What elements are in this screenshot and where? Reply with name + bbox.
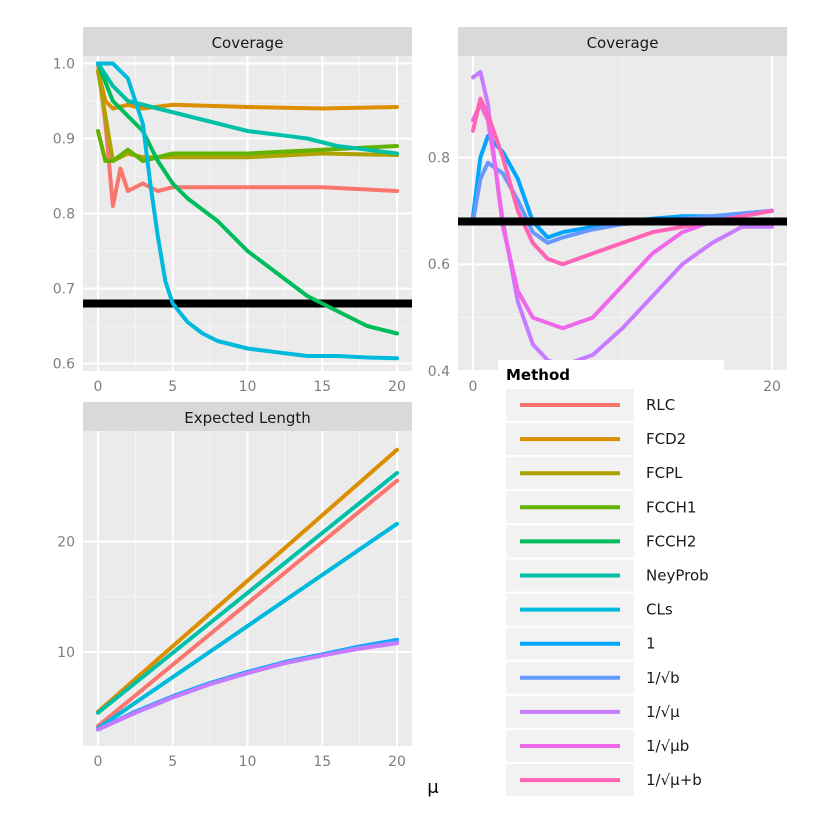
series-line (96, 61, 399, 336)
strip-background (83, 402, 412, 431)
legend-label: RLC (646, 396, 675, 414)
series-line (96, 471, 399, 715)
strip-background (83, 27, 412, 56)
series-line (471, 102, 774, 331)
y-tick-label: 0.8 (53, 207, 75, 223)
panel-expected-length: Expected Length 0 5 10 15 20 10 20 (57, 402, 412, 770)
x-tick-label: 20 (763, 379, 781, 395)
x-tick-label: 20 (388, 754, 406, 770)
y-tick-label: 0.9 (53, 132, 75, 148)
x-tick-label: 15 (313, 379, 331, 395)
series-line (96, 61, 399, 361)
series-line (96, 61, 399, 208)
x-axis: 0 5 10 15 20 (93, 754, 405, 770)
y-axis: 10 20 (57, 535, 75, 662)
legend-labels: RLC FCD2 FCPL FCCH1 FCCH2 NeyProb CLs 1 … (646, 396, 709, 789)
x-tick-label: 0 (93, 379, 102, 395)
series-line (96, 69, 399, 163)
legend-label: FCD2 (646, 430, 686, 448)
x-tick-label: 10 (239, 379, 257, 395)
legend-label: NeyProb (646, 567, 709, 585)
legend-label: 1/√b (646, 669, 680, 687)
series-line (471, 160, 774, 245)
panel-title: Coverage (587, 34, 659, 52)
panel-title: Expected Length (184, 409, 311, 427)
panel-title: Coverage (212, 34, 284, 52)
x-axis: 0 20 (468, 379, 780, 395)
x-tick-label: 0 (468, 379, 477, 395)
legend-keys (506, 389, 634, 797)
series-lines (96, 61, 399, 361)
legend-label: 1/√μ (646, 703, 680, 721)
legend-label: FCCH1 (646, 498, 696, 516)
legend-label: 1 (646, 635, 656, 653)
x-tick-label: 0 (93, 754, 102, 770)
y-tick-label: 0.8 (428, 150, 450, 166)
gridlines (83, 431, 412, 746)
series-line (96, 447, 399, 714)
legend-label: FCCH2 (646, 532, 696, 550)
panel-coverage-right: Coverage 0 20 0.4 0.6 0.8 (428, 27, 787, 395)
series-lines (471, 70, 774, 368)
legend-label: CLs (646, 601, 673, 619)
y-tick-label: 0.6 (428, 257, 450, 273)
y-axis: 0.4 0.6 0.8 (428, 150, 450, 380)
series-line (96, 69, 399, 111)
y-tick-label: 0.6 (53, 357, 75, 373)
legend-title-background (498, 360, 724, 387)
y-tick-label: 0.4 (428, 364, 450, 380)
strip-background (458, 27, 787, 56)
x-axis: 0 5 10 15 20 (93, 379, 405, 395)
legend-label: FCPL (646, 464, 683, 482)
y-tick-label: 1.0 (53, 57, 75, 73)
gridlines (458, 56, 787, 372)
y-tick-label: 0.7 (53, 282, 75, 298)
panel-coverage-main: Coverage 0 5 10 15 20 0.6 0.7 0.8 0.9 1.… (53, 27, 412, 395)
y-axis: 0.6 0.7 0.8 0.9 1.0 (53, 57, 75, 373)
legend-label: 1/√μb (646, 737, 689, 755)
y-tick-label: 20 (57, 535, 75, 551)
legend: Method RLC FCD2 FCPL FCCH1 FCCH2 NeyProb… (498, 360, 724, 797)
series-line (96, 641, 399, 732)
x-axis-label: μ (427, 777, 439, 798)
series-lines (96, 447, 399, 732)
y-tick-label: 10 (57, 645, 75, 661)
x-tick-label: 5 (168, 379, 177, 395)
x-tick-label: 5 (168, 754, 177, 770)
gridlines (83, 56, 412, 371)
legend-label: 1/√μ+b (646, 771, 702, 789)
x-tick-label: 10 (239, 754, 257, 770)
x-tick-label: 20 (388, 379, 406, 395)
x-tick-label: 15 (313, 754, 331, 770)
legend-title: Method (506, 366, 570, 384)
series-line (96, 129, 399, 163)
series-line (96, 521, 399, 731)
series-line (96, 61, 399, 156)
series-line (96, 478, 399, 729)
